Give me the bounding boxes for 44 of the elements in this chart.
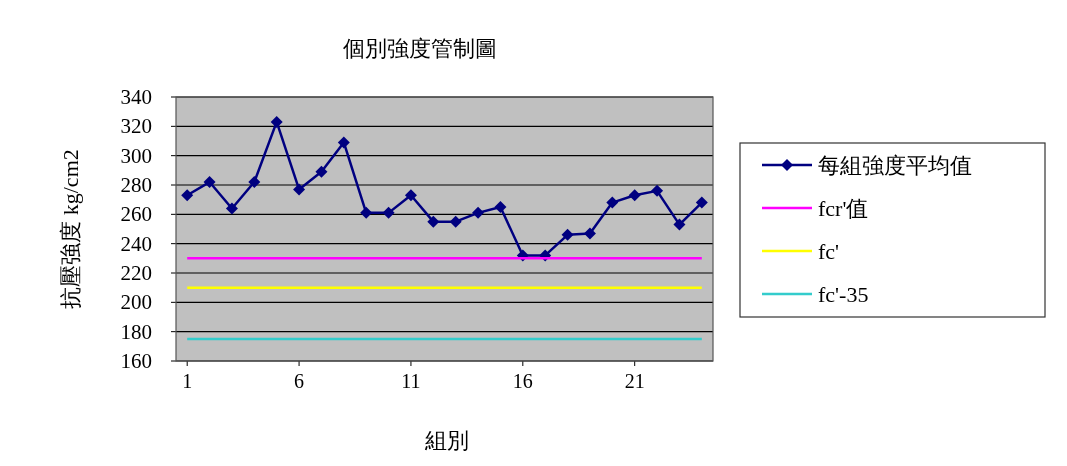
y-axis-title: 抗壓強度 kg/cm2 (58, 149, 83, 309)
legend-label: fcr'值 (818, 196, 869, 221)
point (181, 189, 194, 202)
point (561, 228, 574, 241)
y-tick-label: 220 (120, 261, 152, 285)
point (449, 215, 462, 228)
y-tick-label: 180 (120, 319, 152, 344)
point (494, 201, 507, 213)
y-tick-label: 300 (120, 143, 152, 168)
point (225, 202, 238, 215)
legend-label: fc' (818, 239, 840, 264)
x-tick-label: 1 (182, 370, 193, 392)
point (248, 176, 261, 189)
point (427, 215, 440, 228)
point (337, 136, 350, 149)
x-tick-label: 11 (401, 370, 421, 392)
y-tick-label: 160 (120, 349, 152, 373)
y-tick-label: 240 (120, 231, 152, 256)
legend-label: fc'-35 (818, 282, 869, 307)
legend-label: 每組強度平均值 (818, 153, 972, 178)
point (315, 165, 328, 178)
point (404, 189, 417, 202)
y-tick-label: 260 (120, 202, 152, 227)
point (472, 206, 485, 219)
chart-title: 個別強度管制圖 (343, 36, 497, 61)
point (651, 184, 664, 197)
point (293, 183, 306, 196)
y-tick-label: 320 (120, 114, 152, 139)
point (606, 196, 619, 209)
point (270, 115, 283, 128)
x-tick-label: 21 (624, 370, 645, 392)
point (628, 189, 641, 202)
x-tick-label: 16 (512, 370, 533, 392)
y-tick-label: 340 (120, 85, 152, 109)
point (360, 206, 373, 219)
x-tick-label: 6 (294, 370, 305, 392)
point (583, 227, 596, 240)
point (203, 176, 216, 189)
point (673, 218, 686, 231)
y-tick-label: 280 (120, 173, 152, 197)
point (382, 206, 395, 219)
point (695, 196, 708, 209)
y-tick-label: 200 (120, 290, 152, 315)
x-axis-title: 組別 (424, 428, 469, 453)
